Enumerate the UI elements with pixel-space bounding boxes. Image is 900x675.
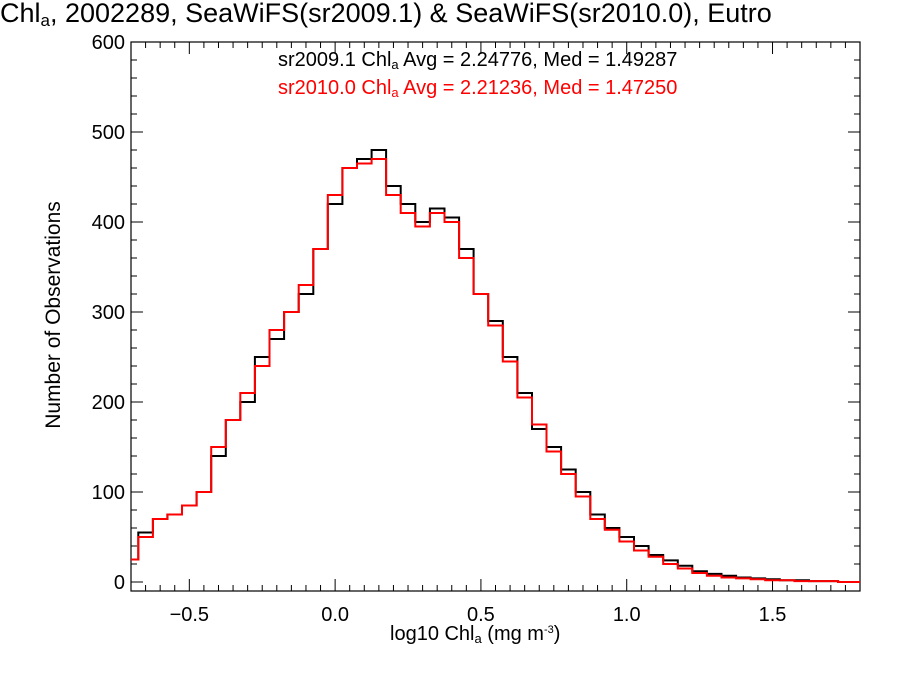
x-tick-label: −0.5 — [170, 604, 209, 626]
plot-frame — [130, 41, 861, 592]
y-tick-label: 500 — [92, 122, 125, 144]
x-tick-label: 0.0 — [321, 604, 349, 626]
y-tick-label: 0 — [114, 572, 125, 594]
y-tick-label: 400 — [92, 212, 125, 234]
axis-ticks: −0.5 0.0 0.5 1.0 1.5 0 100 200 300 400 500 600 — [92, 32, 861, 626]
series-line-sr2009.1 — [131, 149, 860, 583]
y-tick-label: 600 — [92, 32, 125, 54]
series-layer — [131, 149, 860, 583]
y-tick-label: 200 — [92, 392, 125, 414]
x-tick-label: 1.0 — [613, 604, 641, 626]
y-axis-label: Number of Observations — [42, 201, 65, 429]
y-tick-label: 100 — [92, 482, 125, 504]
legend-entry-sr2010: sr2010.0 Chla Avg = 2.21236, Med = 1.472… — [278, 77, 678, 100]
series-line-sr2010.0 — [131, 158, 860, 583]
x-tick-label: 0.5 — [467, 604, 495, 626]
x-axis-label: log10 Chla (mg m-3) — [390, 623, 561, 646]
chart-title: Chla, 2002289, SeaWiFS(sr2009.1) & SeaWi… — [0, 0, 772, 30]
legend-entry-sr2009: sr2009.1 Chla Avg = 2.24776, Med = 1.492… — [278, 49, 678, 72]
y-tick-label: 300 — [92, 302, 125, 324]
x-tick-label: 1.5 — [759, 604, 787, 626]
